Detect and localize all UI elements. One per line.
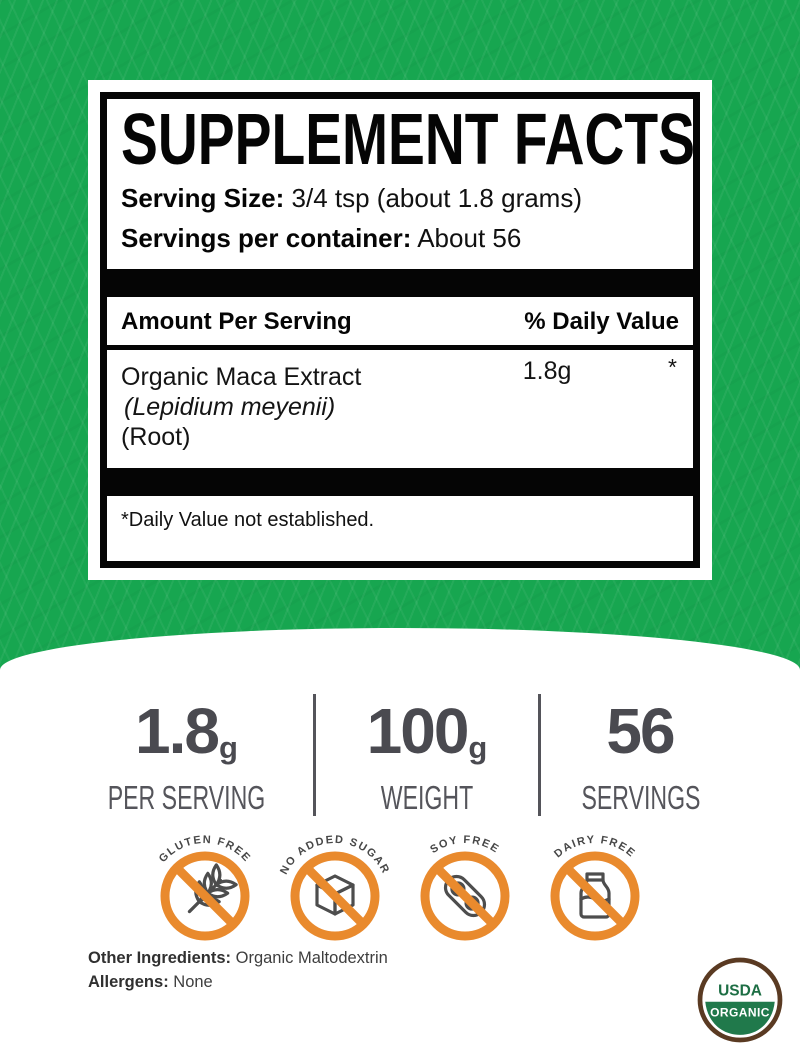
facts-title-text: SUPPLEMENT FACTS bbox=[121, 109, 695, 171]
stat-label: SERVINGS bbox=[581, 779, 700, 816]
facts-frame: SUPPLEMENT FACTS Serving Size: 3/4 tsp (… bbox=[100, 92, 700, 568]
serving-size-value: 3/4 tsp (about 1.8 grams) bbox=[291, 183, 582, 213]
usda-seal-bottom-text: ORGANIC bbox=[710, 1005, 770, 1019]
dairy-free-badge: DAIRY FREE bbox=[550, 834, 640, 941]
allergens-value: None bbox=[173, 973, 213, 991]
stat-value: 100g bbox=[367, 696, 488, 778]
stat-number: 56 bbox=[606, 695, 675, 767]
ingredient-name: Organic Maca Extract bbox=[121, 363, 362, 391]
ingredient-amount: 1.8g bbox=[522, 357, 572, 385]
usda-seal-top-text: USDA bbox=[718, 983, 762, 1000]
daily-value-footnote: *Daily Value not established. bbox=[121, 509, 375, 531]
stat-servings: 56 SERVINGS bbox=[538, 694, 740, 816]
divider-bar-top bbox=[107, 269, 693, 297]
divider-bar-bottom bbox=[107, 468, 693, 496]
stat-value: 1.8g bbox=[135, 696, 238, 778]
amount-per-serving-header: Amount Per Serving bbox=[121, 308, 352, 335]
stat-number: 100 bbox=[366, 695, 470, 767]
gluten-free-badge: GLUTEN FREE bbox=[157, 834, 252, 941]
footer-notes: Other Ingredients: Organic Maltodextrin … bbox=[88, 946, 388, 994]
prohibited-circle-icon bbox=[160, 851, 250, 941]
stat-label: WEIGHT bbox=[380, 779, 474, 816]
no-added-sugar-badge: NO ADDED SUGAR bbox=[278, 834, 390, 941]
servings-per-container-line: Servings per container: About 56 bbox=[121, 221, 679, 255]
ingredient-row: Organic Maca Extract (Lepidium meyenii) … bbox=[121, 350, 679, 452]
prohibited-circle-icon bbox=[420, 851, 510, 941]
stat-label: PER SERVING bbox=[107, 779, 266, 816]
lower-section-background bbox=[0, 628, 800, 1054]
servings-label: Servings per container: bbox=[121, 223, 412, 253]
allergens-line: Allergens: None bbox=[88, 970, 388, 994]
stat-value: 56 bbox=[606, 695, 675, 778]
stat-number: 1.8 bbox=[135, 695, 220, 767]
stats-row: 1.8g PER SERVING 100g WEIGHT 56 SERVINGS bbox=[60, 694, 740, 816]
header-rule bbox=[107, 345, 693, 350]
soy-free-badge: SOY FREE bbox=[420, 834, 510, 941]
other-ingredients-value: Organic Maltodextrin bbox=[235, 949, 388, 967]
prohibited-circle-icon bbox=[290, 851, 380, 941]
serving-size-label: Serving Size: bbox=[121, 183, 285, 213]
stat-per-serving: 1.8g PER SERVING bbox=[60, 694, 313, 816]
prohibited-circle-icon bbox=[550, 851, 640, 941]
allergens-label: Allergens: bbox=[88, 973, 169, 991]
daily-value-header: % Daily Value bbox=[524, 308, 679, 335]
table-header-row: Amount Per Serving % Daily Value bbox=[121, 297, 679, 345]
badges-row: GLUTEN FREE NO bbox=[0, 828, 800, 946]
ingredient-plant-part: (Root) bbox=[121, 423, 191, 451]
stat-weight: 100g WEIGHT bbox=[313, 694, 538, 816]
stat-unit: g bbox=[468, 730, 488, 765]
ingredient-dv-asterisk: * bbox=[668, 354, 677, 380]
servings-value: About 56 bbox=[417, 223, 522, 253]
usda-organic-seal: USDA ORGANIC bbox=[697, 957, 783, 1043]
other-ingredients-line: Other Ingredients: Organic Maltodextrin bbox=[88, 946, 388, 970]
other-ingredients-label: Other Ingredients: bbox=[88, 949, 232, 967]
supplement-facts-panel: SUPPLEMENT FACTS Serving Size: 3/4 tsp (… bbox=[88, 80, 712, 580]
ingredient-latin-name: (Lepidium meyenii) bbox=[124, 393, 336, 421]
facts-title: SUPPLEMENT FACTS bbox=[121, 109, 693, 171]
serving-size-line: Serving Size: 3/4 tsp (about 1.8 grams) bbox=[121, 181, 679, 215]
stat-unit: g bbox=[219, 730, 238, 765]
